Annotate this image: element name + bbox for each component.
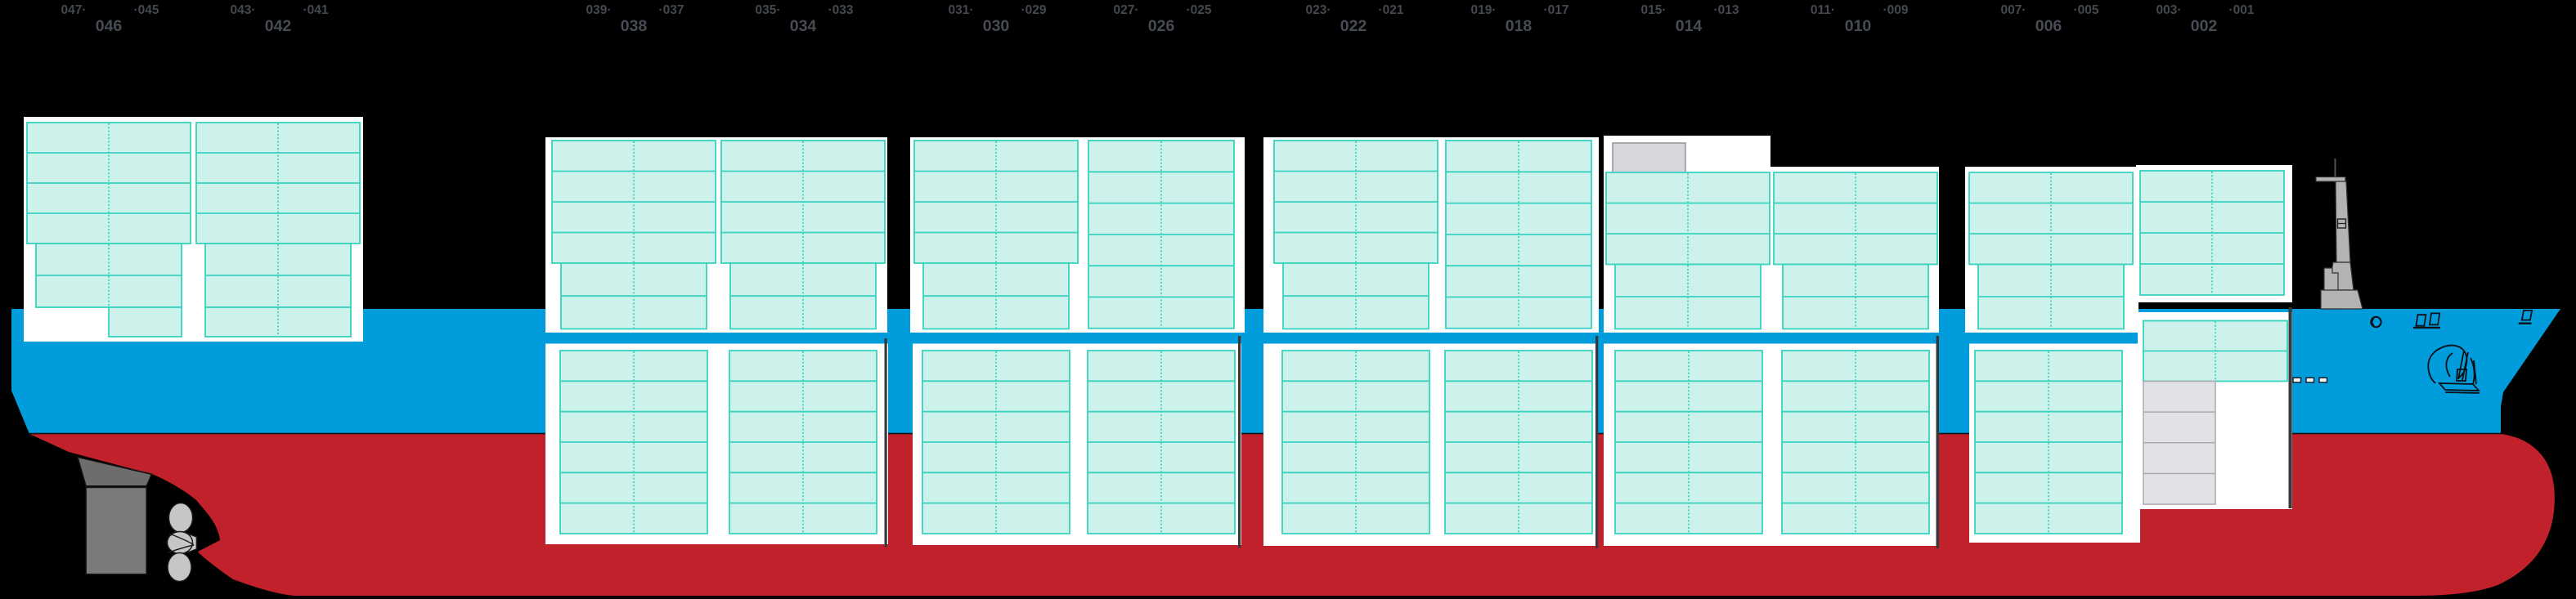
svg-text:034: 034 — [790, 17, 817, 35]
svg-text:·041: ·041 — [303, 3, 328, 17]
svg-text:·009: ·009 — [1883, 3, 1908, 17]
svg-text:002: 002 — [2191, 17, 2218, 35]
svg-text:046: 046 — [96, 17, 123, 35]
svg-text:023·: 023· — [1305, 3, 1331, 17]
svg-text:027·: 027· — [1113, 3, 1138, 17]
svg-text:031·: 031· — [948, 3, 973, 17]
svg-text:039·: 039· — [586, 3, 611, 17]
svg-text:047·: 047· — [61, 3, 86, 17]
svg-text:·005: ·005 — [2073, 3, 2098, 17]
svg-text:035·: 035· — [755, 3, 780, 17]
svg-text:·037: ·037 — [658, 3, 684, 17]
svg-text:030: 030 — [983, 17, 1010, 35]
svg-text:043·: 043· — [230, 3, 255, 17]
svg-text:006: 006 — [2035, 17, 2062, 35]
svg-text:014: 014 — [1676, 17, 1703, 35]
svg-text:026: 026 — [1148, 17, 1175, 35]
svg-text:·045: ·045 — [133, 3, 159, 17]
svg-text:007·: 007· — [2000, 3, 2026, 17]
svg-text:·017: ·017 — [1543, 3, 1568, 17]
svg-text:·029: ·029 — [1021, 3, 1046, 17]
svg-text:015·: 015· — [1640, 3, 1666, 17]
svg-text:010: 010 — [1845, 17, 1872, 35]
svg-text:022: 022 — [1340, 17, 1367, 35]
svg-text:·021: ·021 — [1378, 3, 1403, 17]
svg-text:042: 042 — [265, 17, 292, 35]
svg-text:·025: ·025 — [1186, 3, 1211, 17]
svg-text:038: 038 — [621, 17, 648, 35]
svg-text:011·: 011· — [1811, 3, 1835, 17]
svg-text:·033: ·033 — [828, 3, 853, 17]
svg-text:019·: 019· — [1470, 3, 1496, 17]
svg-text:·001: ·001 — [2228, 3, 2254, 17]
svg-text:003·: 003· — [2156, 3, 2181, 17]
svg-text:018: 018 — [1506, 17, 1533, 35]
svg-text:·013: ·013 — [1713, 3, 1739, 17]
